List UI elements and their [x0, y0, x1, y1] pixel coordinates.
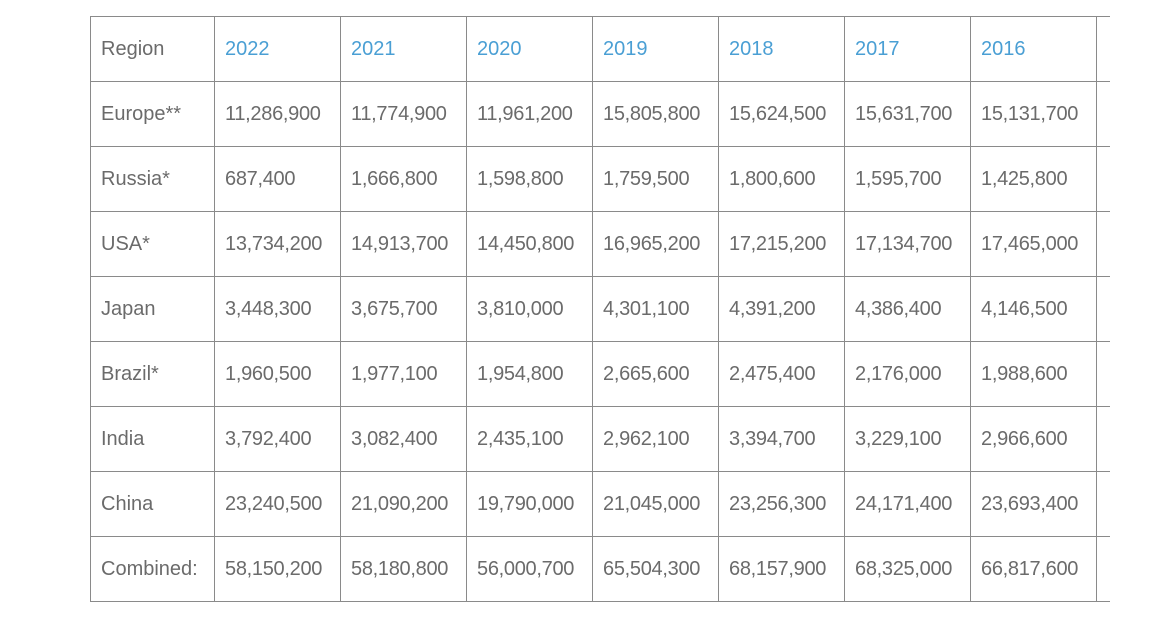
value-cell: 1,954,800: [466, 341, 593, 407]
value-cell: 1,977,100: [340, 341, 467, 407]
value-cell: 1,960,500: [214, 341, 341, 407]
region-cell: India: [90, 406, 215, 472]
value-cell: 11,961,200: [466, 81, 593, 147]
region-cell: Europe**: [90, 81, 215, 147]
value-cell: 2,665,600: [592, 341, 719, 407]
value-cell: 66,817,600: [970, 536, 1097, 602]
value-cell: 1,425,800: [970, 146, 1097, 212]
value-cell: 4,386,400: [844, 276, 971, 342]
value-cell: 14,913,700: [340, 211, 467, 277]
table-row: Europe** 11,286,900 11,774,900 11,961,200 15…: [90, 81, 1110, 147]
value-cell: 24,171,400: [844, 471, 971, 537]
table-header-row: Region 2022 2021 2020 2019 2018 2017 201…: [90, 16, 1110, 82]
clipped-column-header: [1096, 16, 1110, 82]
region-cell: Brazil*: [90, 341, 215, 407]
value-cell: 4,391,200: [718, 276, 845, 342]
value-cell: 15,131,700: [970, 81, 1097, 147]
year-column-header[interactable]: 2022: [214, 16, 341, 82]
value-cell: 23,693,400: [970, 471, 1097, 537]
region-cell: USA*: [90, 211, 215, 277]
value-cell: 2,435,100: [466, 406, 593, 472]
value-cell: 11,286,900: [214, 81, 341, 147]
value-cell: 1,598,800: [466, 146, 593, 212]
value-cell: 17,215,200: [718, 211, 845, 277]
value-cell: 14,450,800: [466, 211, 593, 277]
value-cell: 3,448,300: [214, 276, 341, 342]
value-cell: 3,810,000: [466, 276, 593, 342]
value-cell: 687,400: [214, 146, 341, 212]
table-row: Combined: 58,150,200 58,180,800 56,000,700 6…: [90, 536, 1110, 602]
region-column-header: Region: [90, 16, 215, 82]
value-cell: 1,800,600: [718, 146, 845, 212]
value-cell: 11,774,900: [340, 81, 467, 147]
year-column-header[interactable]: 2019: [592, 16, 719, 82]
value-cell: 58,180,800: [340, 536, 467, 602]
value-cell: 4,146,500: [970, 276, 1097, 342]
region-cell: China: [90, 471, 215, 537]
value-cell: 2,966,600: [970, 406, 1097, 472]
table-body: Europe** 11,286,900 11,774,900 11,961,200 15…: [90, 81, 1110, 602]
value-cell: 3,229,100: [844, 406, 971, 472]
value-cell: 21,045,000: [592, 471, 719, 537]
value-cell: 4,301,100: [592, 276, 719, 342]
value-cell: 2,176,000: [844, 341, 971, 407]
year-column-header[interactable]: 2016: [970, 16, 1097, 82]
value-cell: 1,988,600: [970, 341, 1097, 407]
value-cell: 3,792,400: [214, 406, 341, 472]
region-cell: Russia*: [90, 146, 215, 212]
value-cell: 23,256,300: [718, 471, 845, 537]
value-cell: 21,090,200: [340, 471, 467, 537]
table-row: Russia* 687,400 1,666,800 1,598,800 1,759,50…: [90, 146, 1110, 212]
table-row: Japan 3,448,300 3,675,700 3,810,000 4,301,10…: [90, 276, 1110, 342]
value-cell: 2,962,100: [592, 406, 719, 472]
clipped-cell: [1096, 276, 1110, 342]
clipped-cell: [1096, 341, 1110, 407]
value-cell: 23,240,500: [214, 471, 341, 537]
value-cell: 1,666,800: [340, 146, 467, 212]
value-cell: 15,805,800: [592, 81, 719, 147]
value-cell: 19,790,000: [466, 471, 593, 537]
value-cell: 15,631,700: [844, 81, 971, 147]
value-cell: 15,624,500: [718, 81, 845, 147]
production-table: Region 2022 2021 2020 2019 2018 2017 201…: [90, 16, 1110, 602]
clipped-cell: [1096, 471, 1110, 537]
table-row: India 3,792,400 3,082,400 2,435,100 2,962,10…: [90, 406, 1110, 472]
table-row: USA* 13,734,200 14,913,700 14,450,800 16,965…: [90, 211, 1110, 277]
clipped-cell: [1096, 211, 1110, 277]
year-column-header[interactable]: 2020: [466, 16, 593, 82]
region-cell: Japan: [90, 276, 215, 342]
clipped-cell: [1096, 146, 1110, 212]
table-row: Brazil* 1,960,500 1,977,100 1,954,800 2,665,…: [90, 341, 1110, 407]
value-cell: 68,157,900: [718, 536, 845, 602]
clipped-cell: [1096, 81, 1110, 147]
value-cell: 56,000,700: [466, 536, 593, 602]
value-cell: 1,759,500: [592, 146, 719, 212]
region-cell: Combined:: [90, 536, 215, 602]
value-cell: 68,325,000: [844, 536, 971, 602]
year-column-header[interactable]: 2021: [340, 16, 467, 82]
value-cell: 58,150,200: [214, 536, 341, 602]
value-cell: 17,465,000: [970, 211, 1097, 277]
clipped-cell: [1096, 536, 1110, 602]
clipped-cell: [1096, 406, 1110, 472]
value-cell: 17,134,700: [844, 211, 971, 277]
value-cell: 3,082,400: [340, 406, 467, 472]
value-cell: 3,394,700: [718, 406, 845, 472]
production-table-container: Region 2022 2021 2020 2019 2018 2017 201…: [90, 16, 1110, 608]
table-row: China 23,240,500 21,090,200 19,790,000 21,04…: [90, 471, 1110, 537]
value-cell: 2,475,400: [718, 341, 845, 407]
value-cell: 65,504,300: [592, 536, 719, 602]
year-column-header[interactable]: 2017: [844, 16, 971, 82]
value-cell: 13,734,200: [214, 211, 341, 277]
value-cell: 1,595,700: [844, 146, 971, 212]
year-column-header[interactable]: 2018: [718, 16, 845, 82]
value-cell: 3,675,700: [340, 276, 467, 342]
value-cell: 16,965,200: [592, 211, 719, 277]
